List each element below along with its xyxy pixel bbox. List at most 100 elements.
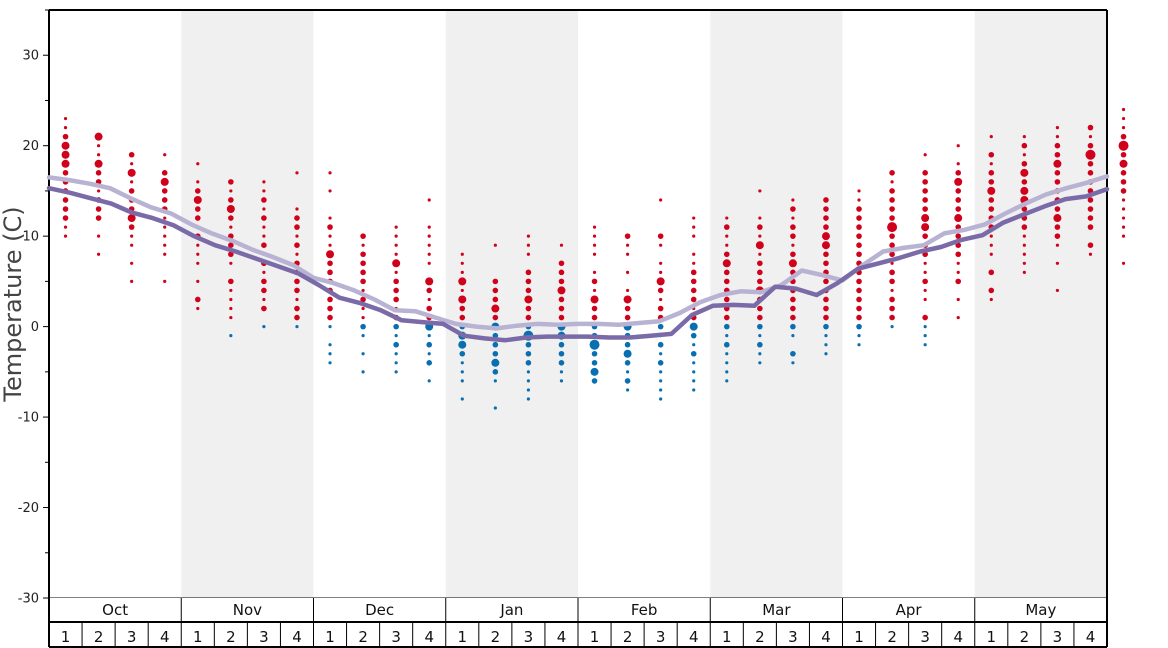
temperature-dot <box>823 224 829 230</box>
temperature-dot <box>723 224 730 230</box>
temperature-dot <box>1121 107 1126 112</box>
temperature-dot <box>1121 207 1126 211</box>
temperature-dot <box>790 314 796 321</box>
temperature-dot <box>360 278 366 285</box>
temperature-dot <box>460 270 464 274</box>
temperature-dot <box>161 170 168 176</box>
temperature-dot <box>791 243 795 247</box>
week-label: 3 <box>127 628 137 646</box>
temperature-dot <box>427 379 431 383</box>
temperature-dot <box>1121 234 1126 238</box>
temperature-dot <box>887 222 898 233</box>
temperature-dot <box>193 195 202 204</box>
temperature-dot <box>394 270 398 274</box>
temperature-dot <box>659 270 663 274</box>
temperature-dot <box>130 234 134 238</box>
temperature-dot <box>1085 149 1096 160</box>
temperature-dot <box>659 243 663 247</box>
temperature-dot <box>460 370 464 374</box>
temperature-dot <box>592 234 597 238</box>
temperature-dot <box>725 216 729 220</box>
temperature-dot <box>590 367 599 376</box>
week-label: 3 <box>524 628 534 646</box>
temperature-dot <box>657 233 664 239</box>
temperature-dot <box>62 170 69 176</box>
temperature-dot <box>889 278 895 285</box>
temperature-dot <box>526 397 531 401</box>
temperature-dot <box>757 224 763 230</box>
temperature-dot <box>856 206 862 212</box>
temperature-dot <box>526 243 531 247</box>
temperature-dot <box>955 170 962 176</box>
temperature-dot <box>589 339 600 350</box>
temperature-dot <box>956 144 960 148</box>
temperature-dot <box>923 153 927 157</box>
temperature-dot <box>788 259 797 268</box>
month-label-nov: Nov <box>233 601 262 619</box>
temperature-dot <box>262 180 266 184</box>
temperature-dot <box>1054 170 1061 176</box>
temperature-dot <box>1121 126 1126 130</box>
temperature-dot <box>659 397 663 401</box>
temperature-dot <box>524 295 533 304</box>
temperature-dot <box>61 141 70 150</box>
temperature-dot <box>791 334 795 338</box>
temperature-dot <box>1121 198 1126 202</box>
temperature-dot <box>591 314 598 321</box>
temperature-dot <box>725 379 729 383</box>
y-axis-title: Temperature (C) <box>0 206 27 402</box>
temperature-dot <box>1022 270 1026 274</box>
temperature-dot <box>657 323 664 330</box>
temperature-dot <box>228 251 234 258</box>
temperature-dot <box>1053 159 1062 168</box>
temperature-dot <box>921 223 930 232</box>
temperature-dot <box>458 340 467 349</box>
temperature-dot <box>689 322 698 331</box>
temperature-dot <box>758 234 762 238</box>
temperature-dot <box>758 361 762 365</box>
temperature-dot <box>954 214 963 223</box>
temperature-dot <box>692 343 696 347</box>
week-label: 4 <box>557 628 567 646</box>
temperature-dot <box>1021 160 1028 167</box>
temperature-dot <box>1022 252 1026 256</box>
temperature-dot <box>1087 242 1094 248</box>
temperature-dot <box>889 305 895 312</box>
temperature-dot <box>690 278 697 285</box>
temperature-dot <box>1087 215 1094 221</box>
temperature-dot <box>361 370 365 374</box>
temperature-dot <box>262 225 266 229</box>
temperature-dot <box>956 270 960 274</box>
temperature-dot <box>723 296 730 303</box>
temperature-dot <box>393 341 399 348</box>
temperature-dot <box>229 189 233 193</box>
week-label: 3 <box>656 628 666 646</box>
temperature-dot <box>723 251 730 258</box>
week-label: 3 <box>788 628 798 646</box>
temperature-dot <box>1121 116 1126 121</box>
temperature-dot <box>460 288 464 293</box>
week-label: 4 <box>689 628 699 646</box>
temperature-dot <box>923 334 927 338</box>
temperature-dot <box>194 188 201 194</box>
temperature-dot <box>923 325 927 329</box>
temperature-dot <box>295 325 299 329</box>
temperature-dot <box>426 305 433 312</box>
temperature-dot <box>128 188 135 194</box>
temperature-dot <box>163 279 167 283</box>
y-tick-label: -30 <box>18 592 39 607</box>
temperature-dot <box>757 278 763 285</box>
temperature-dot <box>425 277 434 286</box>
temperature-dot <box>525 287 532 294</box>
temperature-dots <box>61 107 1129 410</box>
temperature-dot <box>823 251 829 258</box>
temperature-dot <box>591 378 598 384</box>
temperature-dot <box>394 252 398 256</box>
temperature-dot <box>659 379 663 383</box>
temperature-dot <box>63 126 68 130</box>
temperature-dot <box>657 287 664 294</box>
week-label: 4 <box>292 628 302 646</box>
temperature-dot <box>558 305 565 312</box>
week-label: 2 <box>887 628 897 646</box>
temperature-dot <box>989 162 993 166</box>
